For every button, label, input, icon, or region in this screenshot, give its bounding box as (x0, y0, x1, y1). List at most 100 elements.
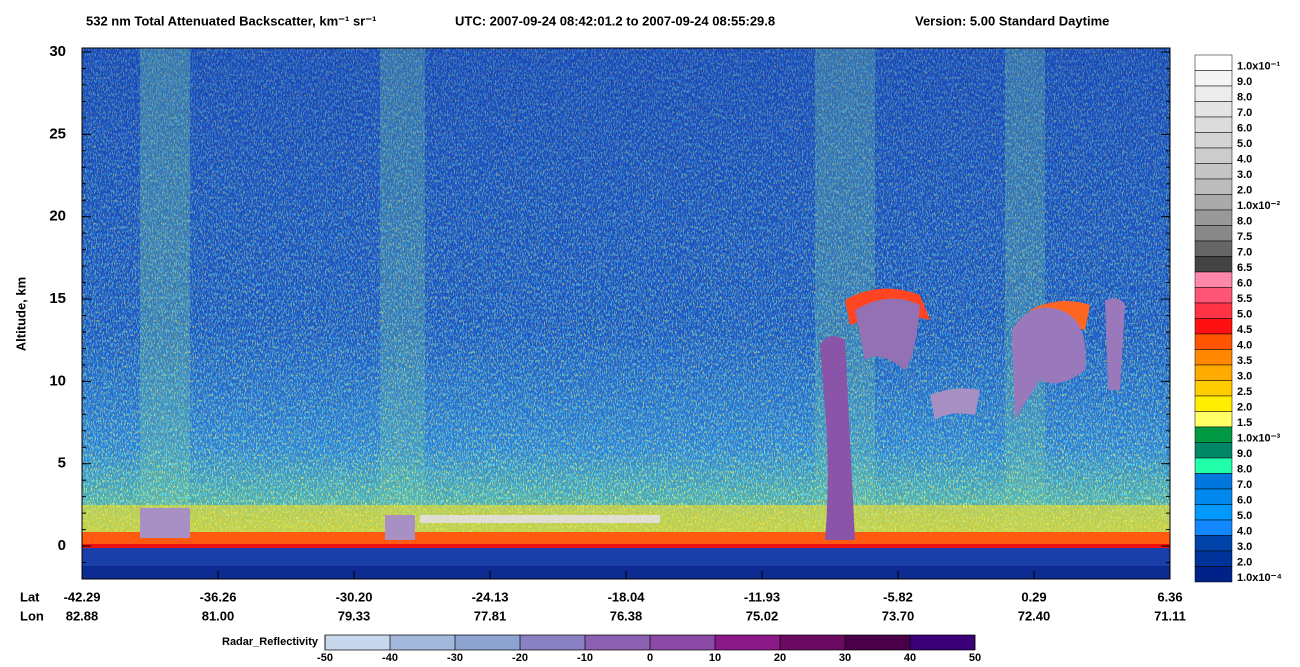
radar-colorbar-tick-label: 50 (969, 652, 981, 664)
colorbar-cell (1194, 550, 1233, 567)
colorbar-cell (1194, 426, 1233, 443)
lat-tick-label: -18.04 (608, 589, 646, 604)
colorbar-label: 8.0 (1237, 92, 1252, 104)
colorbar-cell (1194, 54, 1233, 71)
radar-colorbar-tick-label: -30 (447, 652, 463, 664)
colorbar-label: 1.0x10⁻¹ (1237, 61, 1280, 73)
lat-tick-label: -30.20 (336, 589, 373, 604)
y-tick-label: 30 (49, 43, 66, 60)
radar-colorbar-cell (520, 635, 585, 650)
colorbar-cell (1194, 163, 1233, 180)
colorbar-cell (1194, 256, 1233, 273)
lon-tick-label: 71.11 (1154, 608, 1186, 623)
radar-colorbar-tick-label: -40 (382, 652, 398, 664)
y-tick-label: 25 (49, 125, 66, 142)
colorbar-label: 4.0 (1237, 340, 1252, 352)
colorbar-label: 5.0 (1237, 510, 1252, 522)
radar-cloud (140, 508, 190, 538)
colorbar-cell (1194, 287, 1233, 304)
y-tick-label: 0 (58, 537, 66, 554)
lat-tick-label: 6.36 (1157, 589, 1182, 604)
colorbar-cell (1194, 85, 1233, 102)
colorbar-label: 2.5 (1237, 386, 1252, 398)
colorbar-cell (1194, 333, 1233, 350)
colorbar-label: 1.5 (1237, 417, 1252, 429)
colorbar-label: 6.0 (1237, 278, 1252, 290)
colorbar-label: 4.0 (1237, 154, 1252, 166)
colorbar-cell (1194, 147, 1233, 164)
lon-tick-label: 75.02 (746, 608, 779, 623)
colorbar-label: 4.5 (1237, 324, 1252, 336)
colorbar-cell (1194, 70, 1233, 87)
colorbar-cell (1194, 349, 1233, 366)
colorbar-cell (1194, 442, 1233, 459)
colorbar-label: 7.0 (1237, 247, 1252, 259)
colorbar-label: 1.0x10⁻² (1237, 200, 1280, 212)
y-tick-label: 10 (49, 372, 66, 389)
colorbar-cell (1194, 225, 1233, 242)
colorbar-label: 6.0 (1237, 123, 1252, 135)
colorbar-cell (1194, 504, 1233, 521)
cloud-top (420, 515, 660, 523)
radar-colorbar-cell (650, 635, 715, 650)
colorbar-label: 7.0 (1237, 107, 1252, 119)
colorbar-cell (1194, 271, 1233, 288)
colorbar-cell (1194, 132, 1233, 149)
lon-tick-label: 76.38 (610, 608, 643, 623)
surface-return (82, 532, 1170, 544)
colorbar-label: 2.0 (1237, 557, 1252, 569)
colorbar-label: 8.0 (1237, 464, 1252, 476)
colorbar-label: 2.0 (1237, 402, 1252, 414)
radar-colorbar-cell (455, 635, 520, 650)
colorbar-label: 3.5 (1237, 355, 1252, 367)
chart-subtitle: UTC: 2007-09-24 08:42:01.2 to 2007-09-24… (455, 13, 775, 28)
colorbar-label: 6.5 (1237, 262, 1252, 274)
colorbar-cell (1194, 488, 1233, 505)
colorbar-cell (1194, 395, 1233, 412)
colorbar-cell (1194, 457, 1233, 474)
y-axis-label: Altitude, km (13, 277, 28, 351)
lon-tick-label: 72.40 (1018, 608, 1051, 623)
colorbar-label: 5.0 (1237, 309, 1252, 321)
lon-label: Lon (20, 608, 44, 623)
colorbar-label: 6.0 (1237, 495, 1252, 507)
lat-tick-label: -42.29 (64, 589, 101, 604)
lon-tick-label: 82.88 (66, 608, 99, 623)
radar-colorbar-cell (780, 635, 845, 650)
radar-cloud (855, 298, 920, 370)
lat-label: Lat (20, 589, 40, 604)
colorbar-cell (1194, 116, 1233, 133)
radar-cloud (820, 336, 855, 540)
colorbar-label: 5.5 (1237, 293, 1252, 305)
colorbar-cell (1194, 519, 1233, 536)
colorbar-label: 1.0x10⁻⁴ (1237, 572, 1282, 584)
radar-colorbar-tick-label: 20 (774, 652, 786, 664)
radar-colorbar-tick-label: 30 (839, 652, 851, 664)
lon-tick-label: 77.81 (474, 608, 507, 623)
radar-colorbar-tick-label: -10 (577, 652, 593, 664)
colorbar-label: 8.0 (1237, 216, 1252, 228)
radar-colorbar-title: Radar_Reflectivity (222, 636, 319, 648)
radar-colorbar-tick-label: 10 (709, 652, 721, 664)
lat-tick-label: -24.13 (472, 589, 509, 604)
lat-tick-label: -36.26 (200, 589, 237, 604)
colorbar-cell (1194, 473, 1233, 490)
colorbar-cell (1194, 194, 1233, 211)
colorbar-cell (1194, 364, 1233, 381)
lat-tick-label: 0.29 (1021, 589, 1046, 604)
colorbar-label: 9.0 (1237, 448, 1252, 460)
radar-colorbar-cell (845, 635, 910, 650)
colorbar-cell (1194, 411, 1233, 428)
radar-colorbar-cell (715, 635, 780, 650)
radar-cloud (1012, 307, 1086, 420)
colorbar-cell (1194, 302, 1233, 319)
radar-colorbar-tick-label: -20 (512, 652, 528, 664)
colorbar-cell (1194, 209, 1233, 226)
y-tick-label: 5 (58, 455, 66, 472)
radar-cloud (930, 388, 980, 420)
colorbar-label: 9.0 (1237, 76, 1252, 88)
lat-tick-label: -5.82 (883, 589, 913, 604)
y-tick-label: 20 (49, 208, 66, 225)
